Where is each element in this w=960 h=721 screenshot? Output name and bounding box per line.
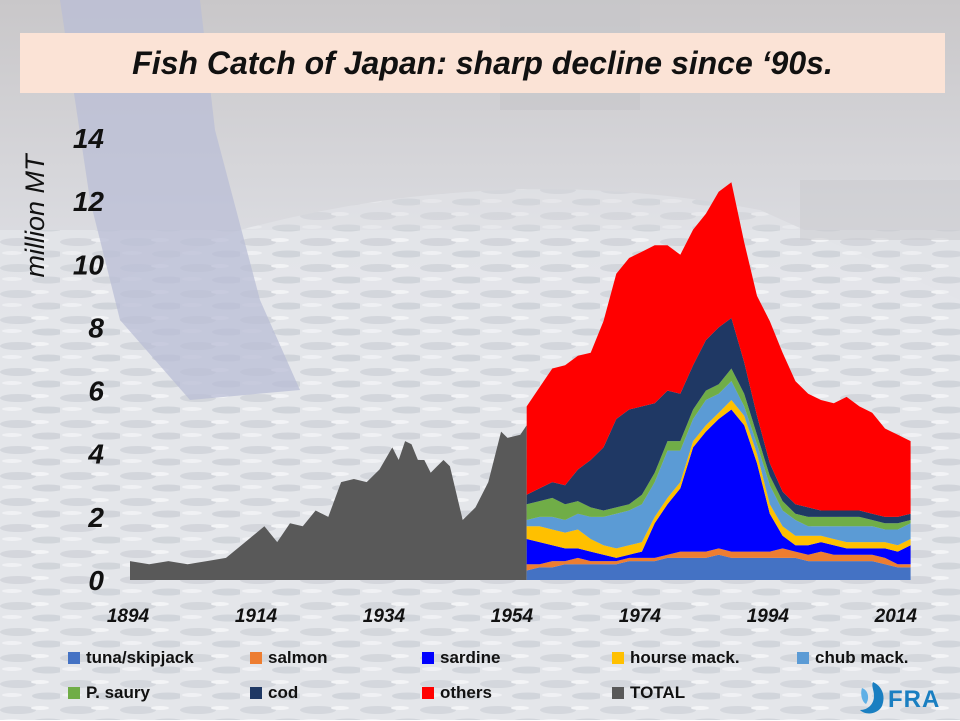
x-tick-label: 2014 xyxy=(874,606,918,627)
y-tick-label: 14 xyxy=(73,123,105,154)
y-tick-label: 8 xyxy=(88,312,104,343)
area-series-tuna-skipjack xyxy=(526,554,911,580)
x-tick-label: 1994 xyxy=(747,606,790,627)
title-banner: Fish Catch of Japan: sharp decline since… xyxy=(20,33,945,93)
area-series-sardine xyxy=(526,409,911,565)
area-series-hourse-mack xyxy=(526,400,911,558)
fra-logo-icon xyxy=(860,682,884,714)
chart-title: Fish Catch of Japan: sharp decline since… xyxy=(132,44,833,81)
y-tick-label: 4 xyxy=(87,439,104,470)
area-series-others xyxy=(526,182,911,517)
x-tick-label: 1974 xyxy=(619,606,662,627)
area-series-total xyxy=(130,425,527,580)
y-axis-label: million MT xyxy=(20,152,50,278)
fra-logo: FRA xyxy=(856,680,956,718)
y-tick-label: 10 xyxy=(73,249,105,280)
plot-areas xyxy=(130,182,911,580)
fra-logo-text: FRA xyxy=(888,686,941,713)
y-axis-ticks: 0 2 4 6 8 10 12 14 xyxy=(73,123,105,596)
x-tick-label: 1954 xyxy=(491,606,534,627)
y-tick-label: 6 xyxy=(88,376,104,407)
x-tick-label: 1894 xyxy=(107,606,150,627)
area-series-chub-mack xyxy=(526,381,911,549)
x-axis-ticks: 1894 1914 1934 1954 1974 1994 2014 xyxy=(107,606,918,627)
area-series-p-saury xyxy=(526,368,911,530)
x-tick-label: 1934 xyxy=(363,606,406,627)
area-series-cod xyxy=(526,318,911,524)
y-tick-label: 2 xyxy=(87,502,104,533)
area-series-salmon xyxy=(526,548,911,571)
y-tick-label: 12 xyxy=(73,186,105,217)
x-tick-label: 1914 xyxy=(235,606,278,627)
y-tick-label: 0 xyxy=(88,565,104,596)
